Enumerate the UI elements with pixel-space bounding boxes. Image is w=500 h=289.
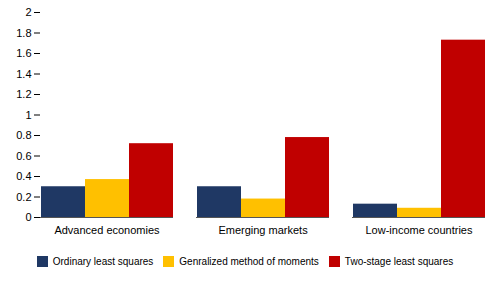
- svg-text:1: 1: [25, 109, 31, 121]
- svg-text:0.6: 0.6: [16, 150, 31, 162]
- svg-text:2: 2: [25, 6, 31, 18]
- html-text:Genralized method of moments: Genralized method of moments: [179, 256, 319, 267]
- svg-text:Advanced economies: Advanced economies: [54, 224, 160, 236]
- svg-text:1.2: 1.2: [16, 88, 31, 100]
- svg-text:0.2: 0.2: [16, 191, 31, 203]
- svg-text:0.8: 0.8: [16, 129, 31, 141]
- svg-text:1.4: 1.4: [16, 68, 31, 80]
- svg-text:1.6: 1.6: [16, 47, 31, 59]
- html-text:Two-stage least squares: Two-stage least squares: [344, 256, 454, 267]
- html-text:Ordinary least squares: Ordinary least squares: [52, 256, 154, 267]
- svg-text:0.4: 0.4: [16, 170, 31, 182]
- svg-text:1.8: 1.8: [16, 27, 31, 39]
- svg-text:0: 0: [25, 211, 31, 223]
- svg-text:Emerging markets: Emerging markets: [218, 224, 308, 236]
- svg-text:Low-income countries: Low-income countries: [366, 224, 473, 236]
